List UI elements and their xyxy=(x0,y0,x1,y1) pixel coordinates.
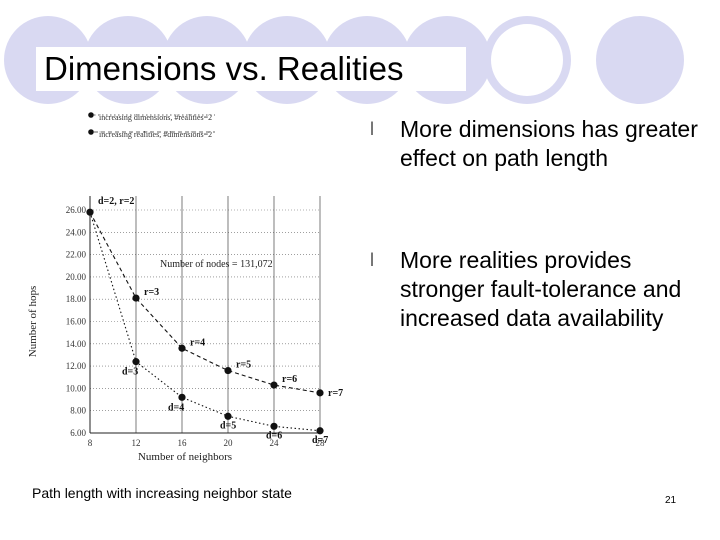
y-tick-label: 14.00 xyxy=(66,339,87,349)
bullet-icon: l xyxy=(370,119,374,139)
x-tick-label: 24 xyxy=(270,438,280,448)
data-label: d=4 xyxy=(168,402,184,413)
data-point xyxy=(270,422,278,430)
y-tick-label: 18.00 xyxy=(66,294,87,304)
data-label: r=7 xyxy=(328,388,343,399)
title-band xyxy=(36,47,466,91)
data-point xyxy=(224,366,232,375)
y-tick-label: 22.00 xyxy=(66,250,87,260)
legend-label: increasing realities, #dimensions=2 xyxy=(99,130,212,139)
data-point xyxy=(132,294,140,302)
data-label: r=3 xyxy=(144,287,159,298)
chart-legend: increasing dimensions, #realities=2 incre… xyxy=(88,112,215,139)
data-label: d=7 xyxy=(312,435,328,446)
bullet-text: More dimensions has greater effect on pa… xyxy=(400,116,698,171)
y-tick-label: 20.00 xyxy=(66,272,87,282)
x-tick-label: 16 xyxy=(178,438,188,448)
hops-chart: increasing dimensions, #realities=2 incre… xyxy=(27,112,343,463)
data-point xyxy=(316,427,324,435)
y-tick-label: 8.00 xyxy=(70,406,86,416)
data-point xyxy=(316,389,324,397)
chart-grid xyxy=(89,196,321,434)
bullet-icon: l xyxy=(370,250,374,270)
bullet-item: l More realities provides stronger fault… xyxy=(370,246,715,333)
data-label: d=5 xyxy=(220,420,236,431)
y-tick-label: 12.00 xyxy=(66,361,87,371)
chart-annotation: Number of nodes = 131,072 xyxy=(160,259,273,270)
data-point xyxy=(132,358,140,366)
bullet-list: l More dimensions has greater effect on … xyxy=(370,115,715,333)
series-line xyxy=(89,211,321,394)
data-label: r=6 xyxy=(282,374,297,385)
chart-text: 6.00 8.00 10.00 12.00 14.00 16.00 18.00 20.00 22… xyxy=(27,196,343,463)
data-point xyxy=(224,412,232,420)
y-tick-label: 24.00 xyxy=(66,227,87,237)
y-axis-title: Number of hops xyxy=(27,286,39,358)
chart-series xyxy=(86,208,324,435)
data-label: d=3 xyxy=(122,367,138,378)
y-tick-label: 26.00 xyxy=(66,205,87,215)
y-tick-label: 10.00 xyxy=(66,383,87,393)
data-label: d=6 xyxy=(266,430,282,441)
legend-marker xyxy=(88,129,94,135)
decor-circle xyxy=(491,24,563,96)
bullet-text: More realities provides stronger fault-t… xyxy=(400,247,682,331)
y-tick-label: 6.00 xyxy=(70,428,86,438)
data-label: r=5 xyxy=(236,360,251,371)
data-point xyxy=(178,344,186,352)
x-tick-label: 8 xyxy=(88,438,93,448)
data-point xyxy=(270,381,278,389)
decor-circle xyxy=(596,16,684,104)
data-label: r=4 xyxy=(190,337,205,348)
x-axis-title: Number of neighbors xyxy=(138,451,232,463)
x-tick-label: 20 xyxy=(224,438,234,448)
chart-axes xyxy=(89,196,320,434)
figure-caption: Path length with increasing neighbor sta… xyxy=(32,485,292,501)
page-number: 21 xyxy=(665,495,677,506)
legend-label: increasing dimensions, #realities=2 xyxy=(99,113,212,122)
data-point xyxy=(178,393,186,401)
legend-marker xyxy=(88,112,94,118)
x-tick-label: 28 xyxy=(316,438,326,448)
slide-title: Dimensions vs. Realities xyxy=(44,50,404,87)
x-tick-label: 12 xyxy=(132,438,141,448)
data-label: d=2, r=2 xyxy=(98,196,134,207)
bullet-item: l More dimensions has greater effect on … xyxy=(370,115,715,173)
y-tick-label: 16.00 xyxy=(66,317,87,327)
